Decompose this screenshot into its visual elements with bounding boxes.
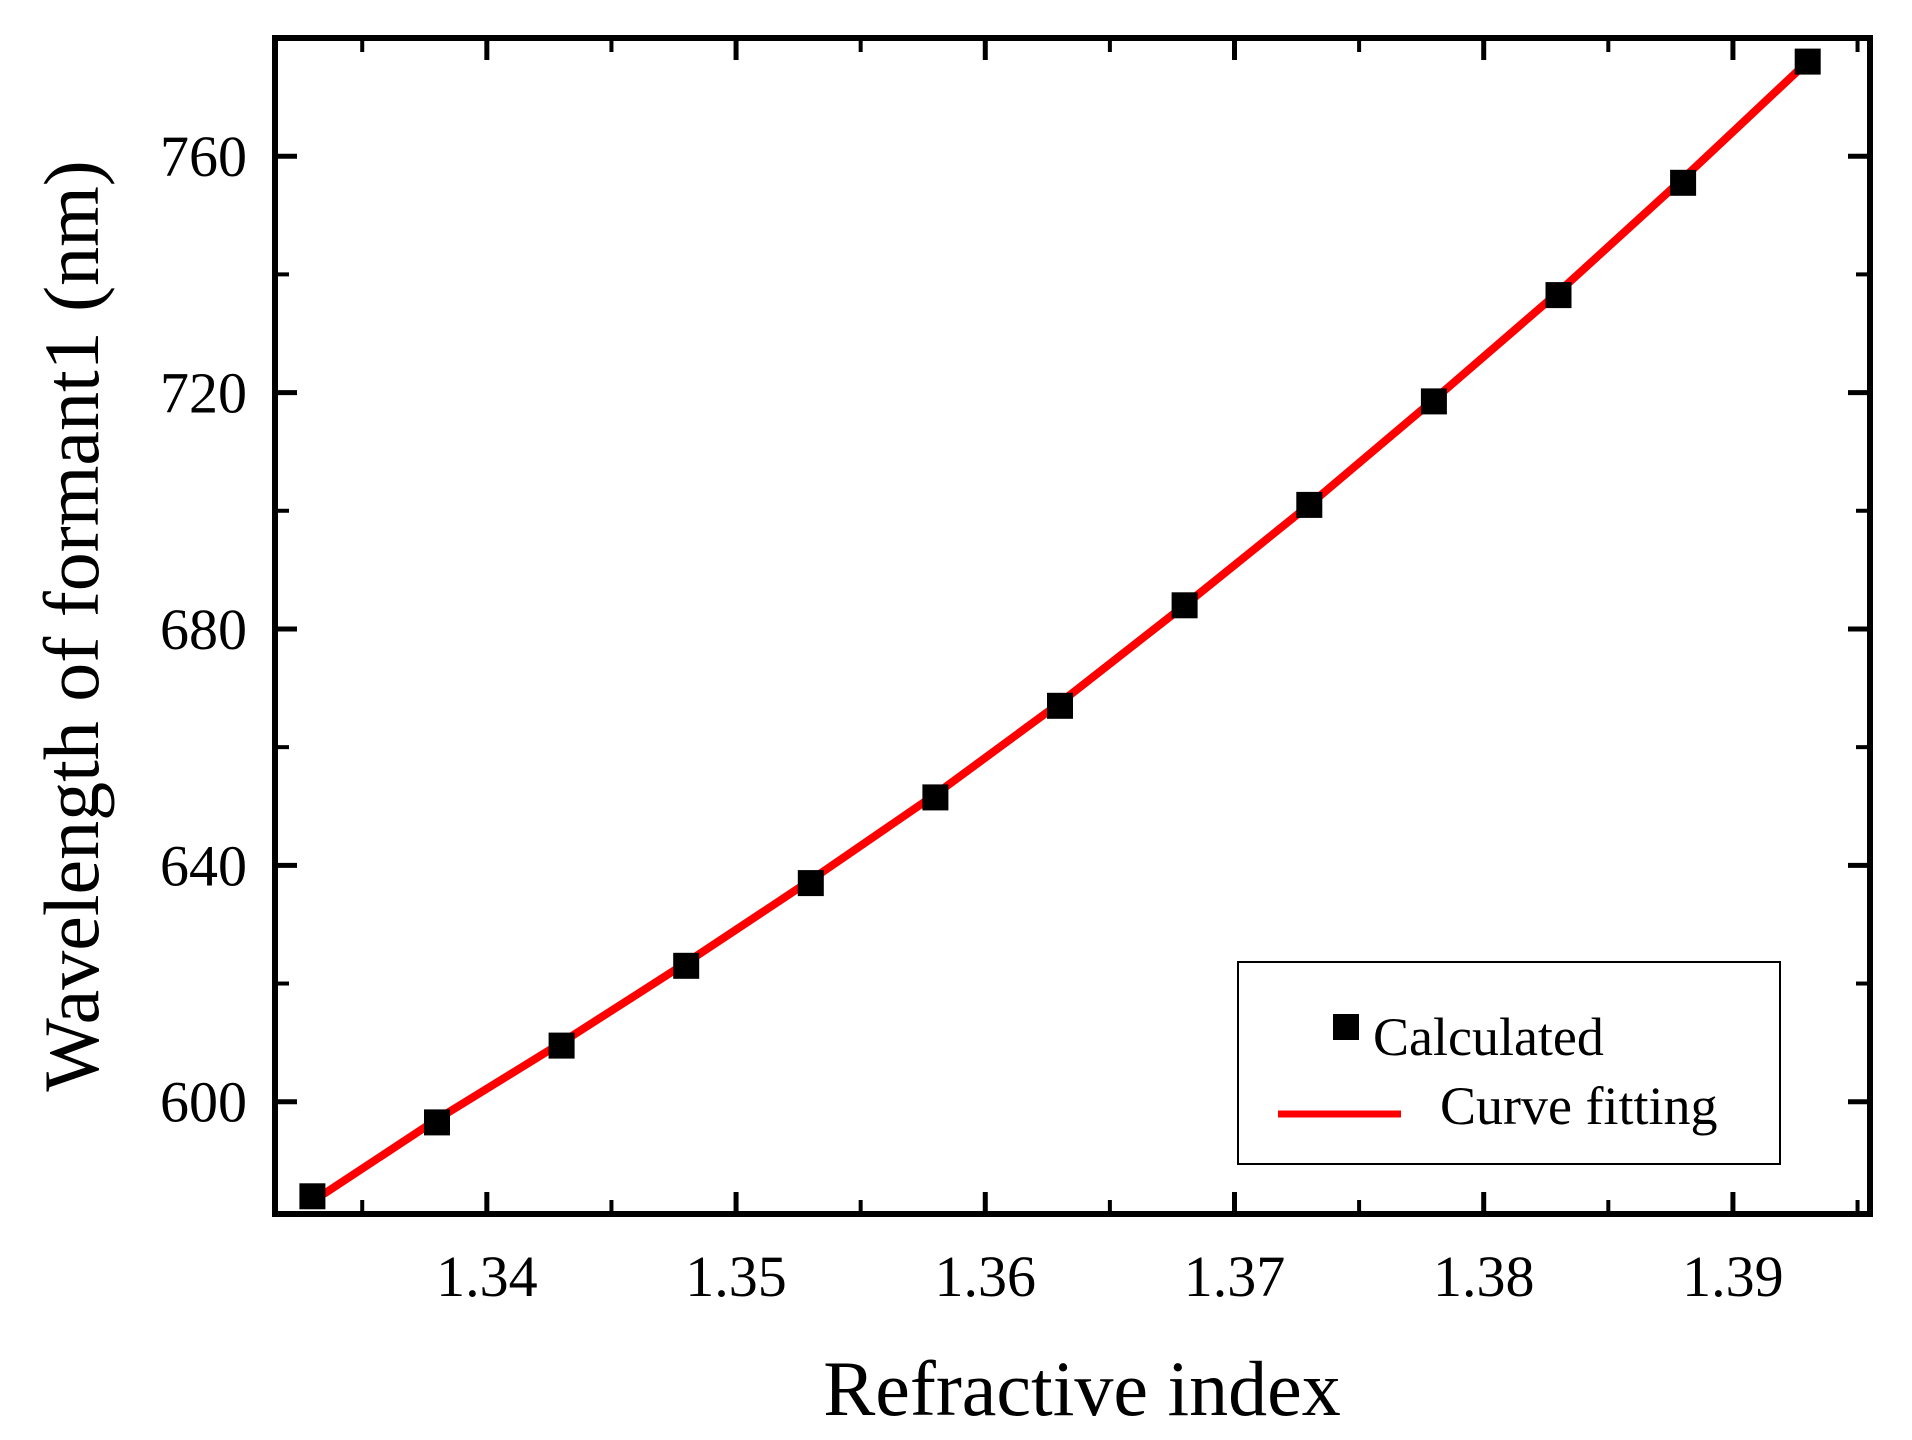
calculated-point [1670, 169, 1697, 196]
x-tick-label: 1.36 [935, 1244, 1037, 1309]
x-tick-label: 1.37 [1184, 1244, 1286, 1309]
legend-calculated-label: Calculated [1373, 1007, 1604, 1067]
legend-box [1237, 961, 1781, 1165]
minor-ticks [275, 38, 1870, 1214]
calculated-point [1296, 491, 1323, 518]
calculated-point [1794, 48, 1821, 75]
calculated-point [797, 870, 824, 897]
y-axis-title: Wavelength of formant1 (nm) [28, 160, 115, 1092]
y-tick-label: 600 [160, 1070, 247, 1135]
y-tick-label: 760 [160, 124, 247, 189]
x-tick-label: 1.39 [1682, 1244, 1784, 1309]
x-tick-label: 1.34 [436, 1244, 538, 1309]
legend-curve-fitting-label: Curve fitting [1440, 1076, 1717, 1136]
y-tick-label: 680 [160, 597, 247, 662]
calculated-point [922, 784, 949, 811]
calculated-point [1545, 282, 1572, 309]
legend: Calculated Curve fitting [1237, 961, 1781, 1165]
y-tick-label: 720 [160, 361, 247, 426]
y-axis-ticks: 600 640 680 720 760 [160, 124, 1870, 1135]
x-tick-label: 1.38 [1433, 1244, 1535, 1309]
plot-frame [272, 35, 1873, 1217]
calculated-point [424, 1109, 450, 1136]
x-axis-title: Refractive index [823, 1345, 1341, 1432]
legend-calculated-marker [1333, 1014, 1359, 1040]
x-axis-ticks: 1.341.351.361.371.381.391.40 [436, 38, 1784, 1309]
calculated-point [1047, 692, 1073, 719]
calculated-point [548, 1032, 575, 1059]
calculated-point [1420, 388, 1447, 415]
y-tick-label: 640 [160, 833, 247, 898]
x-tick-label: 1.35 [685, 1244, 787, 1309]
calculated-point [1171, 592, 1198, 619]
calculated-point [673, 952, 700, 979]
calculated-point [299, 1183, 326, 1210]
calculated-points [299, 48, 1821, 1210]
